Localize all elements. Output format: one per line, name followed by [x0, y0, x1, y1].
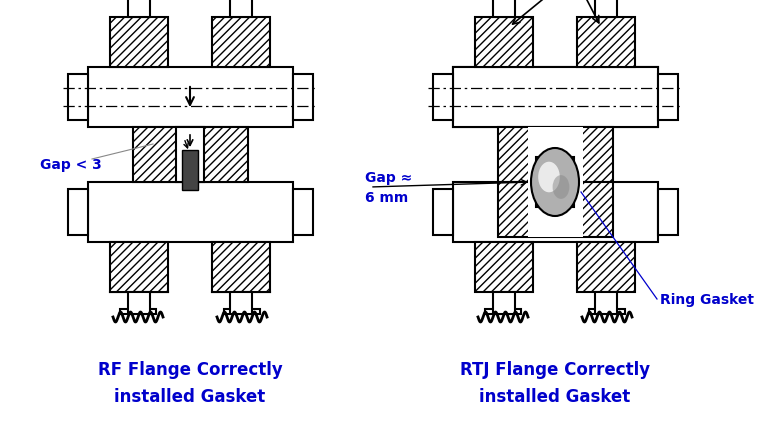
- Bar: [536, 183, 574, 208]
- Text: installed Gasket: installed Gasket: [479, 387, 631, 405]
- Text: RTJ Flange Correctly: RTJ Flange Correctly: [460, 360, 650, 378]
- Text: RF Flange Correctly: RF Flange Correctly: [98, 360, 283, 378]
- Bar: [230, 0, 252, 18]
- Bar: [485, 309, 521, 314]
- Bar: [453, 68, 658, 128]
- Bar: [433, 75, 453, 121]
- Bar: [176, 128, 204, 183]
- Bar: [536, 158, 574, 183]
- Bar: [128, 292, 150, 314]
- Bar: [498, 128, 613, 183]
- Bar: [453, 68, 658, 128]
- Bar: [110, 243, 168, 292]
- Bar: [577, 18, 635, 68]
- Bar: [498, 183, 613, 237]
- Bar: [595, 292, 617, 314]
- Bar: [433, 190, 453, 236]
- Bar: [577, 243, 635, 292]
- Bar: [212, 243, 270, 292]
- Bar: [128, 0, 150, 18]
- Text: installed Gasket: installed Gasket: [114, 387, 266, 405]
- Bar: [589, 309, 625, 314]
- Bar: [88, 183, 293, 243]
- Bar: [658, 190, 678, 236]
- Bar: [212, 18, 270, 68]
- Text: Gap < 3: Gap < 3: [40, 158, 101, 172]
- Bar: [493, 292, 515, 314]
- Bar: [224, 309, 260, 314]
- Bar: [68, 75, 88, 121]
- Bar: [293, 190, 313, 236]
- Bar: [88, 68, 293, 128]
- Bar: [230, 292, 252, 314]
- Text: Gap ≈: Gap ≈: [365, 171, 412, 184]
- Bar: [658, 75, 678, 121]
- Bar: [110, 18, 168, 68]
- Bar: [528, 128, 583, 237]
- Text: 6 mm: 6 mm: [365, 190, 409, 205]
- Bar: [68, 190, 88, 236]
- Bar: [493, 0, 515, 18]
- Bar: [595, 0, 617, 18]
- Ellipse shape: [531, 149, 579, 216]
- Bar: [133, 128, 248, 183]
- Bar: [120, 309, 156, 314]
- Bar: [453, 183, 658, 243]
- Bar: [475, 243, 533, 292]
- Bar: [293, 75, 313, 121]
- Bar: [182, 150, 198, 190]
- Text: Ring Gasket: Ring Gasket: [660, 292, 754, 306]
- Ellipse shape: [553, 176, 569, 200]
- Bar: [475, 18, 533, 68]
- Ellipse shape: [538, 162, 560, 193]
